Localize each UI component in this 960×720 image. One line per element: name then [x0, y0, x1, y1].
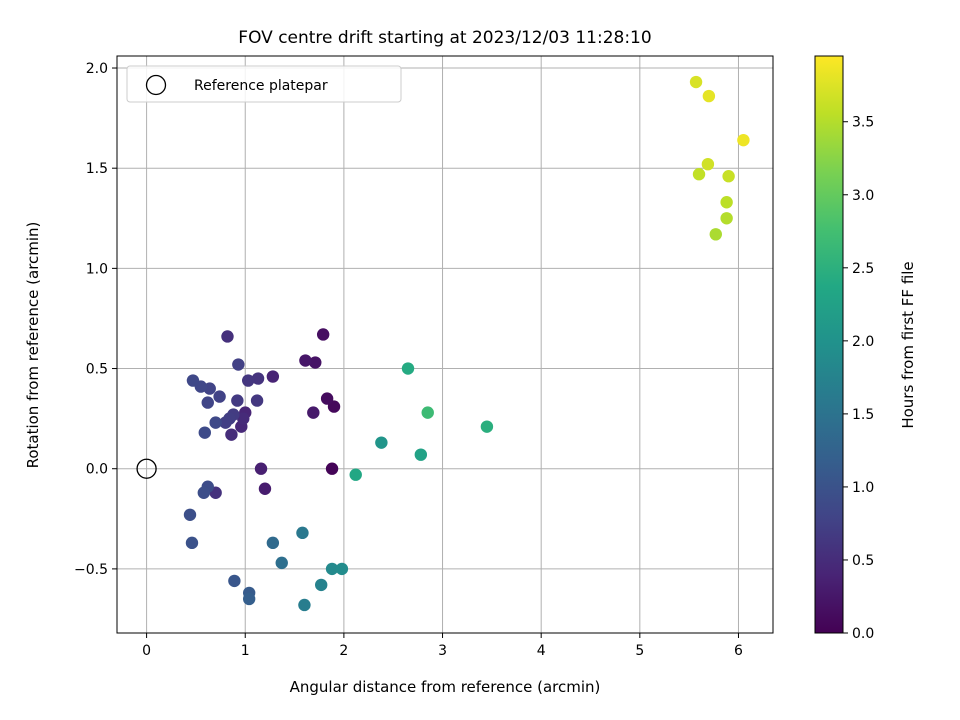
data-point	[242, 592, 256, 606]
x-tick-label: 1	[241, 643, 250, 659]
colorbar-tick-label: 2.0	[852, 334, 874, 350]
chart-title: FOV centre drift starting at 2023/12/03 …	[238, 28, 651, 48]
data-point	[266, 536, 280, 550]
y-tick-label: 0.0	[86, 462, 108, 478]
data-point	[228, 574, 241, 588]
colorbar-tick-label: 1.0	[852, 480, 874, 496]
data-point	[266, 370, 280, 383]
data-point	[183, 508, 197, 521]
data-point	[296, 526, 309, 540]
y-tick-label: 1.5	[86, 161, 108, 177]
data-point	[242, 374, 255, 387]
grid	[117, 56, 773, 633]
data-point	[198, 426, 211, 439]
data-point	[737, 133, 750, 147]
y-tick-label: 2.0	[86, 61, 108, 77]
colorbar-gradient	[814, 55, 844, 634]
data-point	[219, 416, 232, 429]
legend-label-reference-platepar: Reference platepar	[194, 78, 328, 94]
data-point	[307, 406, 320, 419]
colorbar-tick-label: 2.5	[852, 261, 874, 277]
data-point	[325, 462, 339, 475]
y-axis-ticks: −0.5 0.0 0.5 1.0 1.5 2.0	[74, 61, 117, 578]
data-point	[221, 330, 234, 343]
data-point	[185, 536, 199, 550]
data-point	[201, 396, 214, 409]
data-point	[209, 416, 222, 429]
data-point	[250, 394, 264, 407]
legend: Reference platepar	[126, 65, 402, 103]
data-points	[136, 75, 750, 612]
data-point	[692, 168, 706, 181]
data-point	[314, 578, 328, 592]
data-point	[299, 354, 312, 367]
data-point	[349, 468, 362, 481]
data-point	[225, 428, 238, 441]
plot-frame	[116, 55, 774, 634]
y-tick-label: −0.5	[74, 562, 108, 578]
data-point	[186, 374, 200, 387]
x-axis-ticks: 0 1 2 3 4 5 6	[142, 633, 743, 659]
data-point	[702, 89, 716, 103]
y-tick-label: 1.0	[86, 261, 108, 277]
data-point	[232, 358, 245, 371]
colorbar-tick-label: 3.0	[852, 188, 874, 204]
data-point	[325, 562, 339, 576]
y-axis-label: Rotation from reference (arcmin)	[24, 222, 42, 469]
data-point	[298, 598, 311, 612]
data-point	[254, 462, 268, 475]
x-axis-label: Angular distance from reference (arcmin)	[290, 678, 601, 696]
colorbar-ticks: 0.0 0.5 1.0 1.5 2.0 2.5 3.0 3.5	[843, 115, 874, 642]
data-point	[335, 562, 349, 576]
data-point	[231, 394, 244, 407]
data-point	[709, 228, 722, 241]
data-point	[275, 556, 288, 570]
x-tick-label: 4	[537, 643, 546, 659]
colorbar-tick-label: 3.5	[852, 115, 874, 131]
x-tick-label: 2	[339, 643, 348, 659]
reference-platepar-marker	[136, 458, 157, 479]
data-point	[701, 157, 715, 171]
colorbar-tick-label: 0.5	[852, 553, 874, 569]
colorbar-tick-label: 0.0	[852, 626, 874, 642]
data-point	[258, 482, 272, 495]
x-tick-label: 3	[438, 643, 447, 659]
data-point	[421, 406, 434, 419]
legend-box	[126, 65, 402, 103]
x-tick-label: 6	[734, 643, 743, 659]
data-point	[401, 362, 415, 375]
y-tick-label: 0.5	[86, 362, 108, 378]
data-point	[375, 436, 388, 449]
colorbar: 0.0 0.5 1.0 1.5 2.0 2.5 3.0 3.5 Hours from firs…	[814, 55, 917, 642]
data-point	[316, 328, 330, 341]
colorbar-tick-label: 1.5	[852, 407, 874, 423]
x-tick-label: 5	[635, 643, 644, 659]
data-point	[197, 486, 211, 499]
data-point	[722, 170, 735, 183]
data-point	[237, 412, 250, 425]
data-point	[320, 392, 334, 405]
data-point	[720, 212, 733, 225]
x-tick-label: 0	[142, 643, 151, 659]
data-point	[327, 400, 341, 413]
data-point	[720, 196, 733, 209]
legend-marker-open-circle	[145, 74, 167, 96]
colorbar-label: Hours from first FF file	[899, 261, 917, 428]
data-point	[213, 390, 226, 403]
data-point	[689, 75, 703, 89]
data-point	[309, 356, 322, 369]
data-point	[414, 448, 428, 461]
data-point	[480, 420, 494, 433]
data-point	[251, 372, 265, 385]
